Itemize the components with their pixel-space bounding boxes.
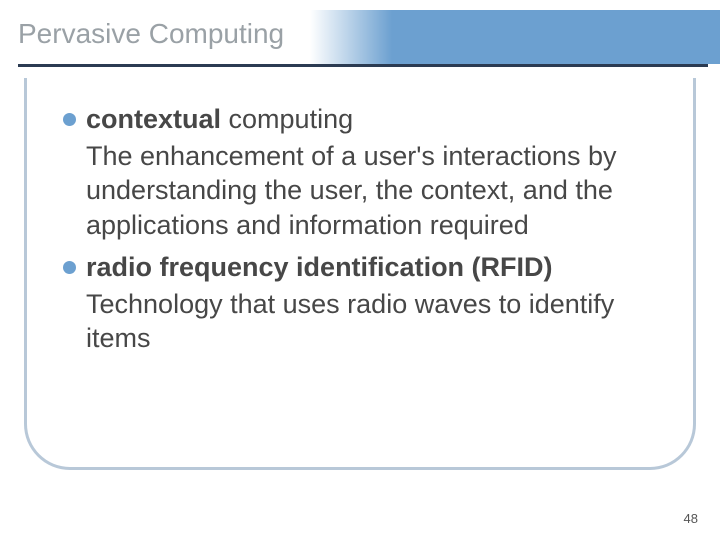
header-accent-bar bbox=[310, 10, 720, 64]
bullet-icon bbox=[63, 113, 76, 126]
slide: Pervasive Computing contextual computing… bbox=[0, 0, 720, 540]
definition: Technology that uses radio waves to iden… bbox=[86, 287, 661, 356]
header-divider bbox=[18, 64, 708, 67]
bullet-icon bbox=[63, 261, 76, 274]
bullet-item: contextual computing bbox=[63, 102, 661, 137]
term-bold: contextual bbox=[86, 104, 221, 134]
term-line: contextual computing bbox=[86, 102, 353, 137]
content-frame: contextual computing The enhancement of … bbox=[24, 78, 696, 470]
slide-title: Pervasive Computing bbox=[18, 18, 284, 50]
bullet-item: radio frequency identification (RFID) bbox=[63, 250, 661, 285]
term-rest: computing bbox=[221, 104, 353, 134]
term-line: radio frequency identification (RFID) bbox=[86, 250, 553, 285]
body-text: contextual computing The enhancement of … bbox=[63, 102, 661, 356]
definition: The enhancement of a user's interactions… bbox=[86, 139, 661, 243]
page-number: 48 bbox=[684, 511, 698, 526]
term-bold: radio frequency identification (RFID) bbox=[86, 252, 553, 282]
